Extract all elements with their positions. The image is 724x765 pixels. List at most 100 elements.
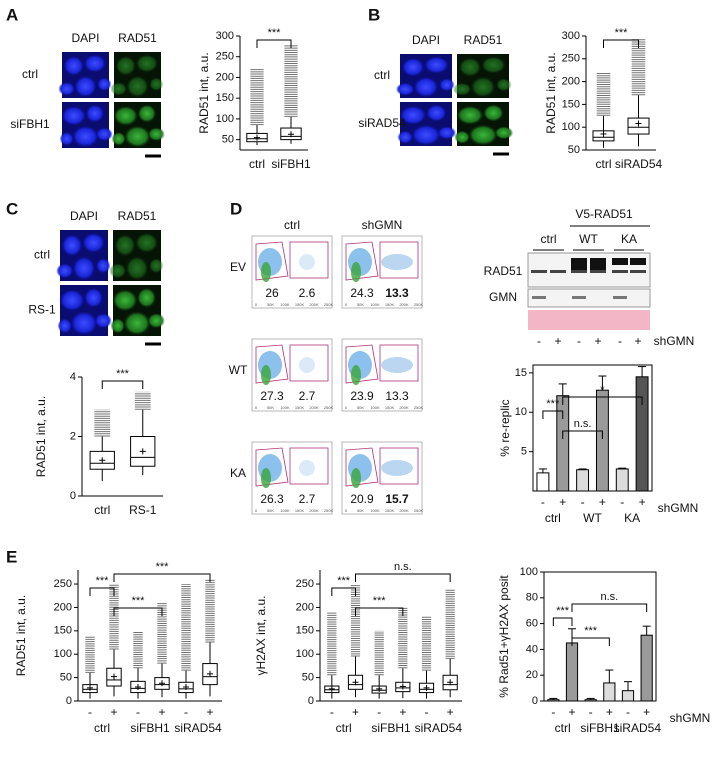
bar [576,469,590,492]
nucleus [72,256,96,281]
rad51-foci [110,318,126,334]
significance-label: *** [546,398,560,410]
y-tick-label: 250 [562,53,580,65]
gate [379,447,419,485]
band [572,296,586,299]
flow-tick: 150K [295,405,305,410]
significance-label: n.s. [600,591,618,603]
y-tick-label: 300 [216,30,234,42]
rad51-foci [137,104,157,123]
nucleus [411,124,441,146]
cell-cloud [351,468,361,488]
gate [255,344,289,384]
y-tick-label: 80 [526,592,538,604]
rad51-foci [123,311,151,336]
flow-percent: 13.3 [385,286,409,300]
y-tick-label: 100 [296,648,314,660]
band [630,270,646,273]
nucleus [423,56,449,74]
rad51-foci [125,256,149,281]
y-axis-label: RAD51 int, a.u. [14,595,28,676]
blot [527,252,651,288]
bar [547,699,560,702]
bar [603,682,616,702]
flow-tick: 200K [399,302,409,307]
significance-label: *** [615,27,629,39]
y-tick-label: 5 [521,446,527,458]
x-tick-label: + [110,705,117,719]
rad51-foci [126,75,149,98]
significance-label: *** [556,605,570,617]
x-tick-label: + [447,705,454,719]
flow-tick: 250K [324,508,334,513]
mean [99,457,106,464]
flow-row-label: WT [229,363,248,377]
channel-label: RAD51 [118,209,157,223]
x-tick-label: + [643,705,650,719]
bar [615,468,629,492]
flow-tick: 50K [357,405,364,410]
x-tick-label: - [541,495,545,509]
significance-label: *** [132,595,146,607]
nucleus [94,313,112,329]
sign: - [537,334,541,348]
group-label: WT [583,511,602,525]
mean [87,684,93,691]
significance-bracket [256,39,292,48]
flow-row-label: EV [230,260,246,274]
rad51-foci [470,76,496,98]
significance-bracket [355,607,404,616]
blot-title: V5-RAD51 [575,207,633,221]
significance-label: *** [156,561,170,573]
cell-cloud [299,357,315,373]
cell-cloud [299,460,315,476]
y-tick-label: 4 [70,371,76,383]
x-tick-label: + [639,495,646,509]
x-tick-label: ctrl [596,157,612,171]
x-tick-label: - [377,705,381,719]
row-label: ctrl [34,248,50,262]
significance-bracket [331,587,356,596]
y-tick-label: 250 [216,51,234,63]
x-tick-label: siRAD54 [615,157,663,171]
cell-cloud [381,254,413,270]
mean [159,680,165,687]
mean [139,448,146,455]
nucleus [63,55,85,76]
y-tick-label: 0 [532,695,538,707]
x-tick-label: - [330,705,334,719]
sign: - [577,334,581,348]
rad51-foci [114,234,136,257]
mean [600,131,607,138]
flow-tick: 250K [324,405,334,410]
significance-bracket [113,607,163,616]
flow-percent: 24.3 [350,286,374,300]
flow-percent: 13.3 [385,389,409,403]
mean [399,683,406,690]
x-tick-label: ctrl [94,503,110,517]
mean [352,679,359,686]
flow-tick: 250K [414,405,424,410]
group-label: ctrl [545,511,561,525]
cell-cloud [299,254,315,270]
significance-bracket [562,430,603,439]
rad51-foci [109,263,127,279]
treatment-label: shGMN [654,334,695,348]
cell-cloud [261,262,271,282]
rad51-foci [149,77,164,92]
significance-bracket [101,380,144,389]
flow-tick: 200K [399,508,409,513]
mean [111,673,117,680]
y-axis-label: RAD51 int, a.u. [34,396,48,477]
rad51-foci [454,130,471,144]
y-tick-label: 0 [70,490,76,502]
significance-label: *** [268,27,282,39]
y-axis-label: RAD51 int, a.u. [544,52,558,133]
significance-label: n.s. [394,561,412,573]
panel-letter: B [368,5,380,24]
nucleus [395,82,415,96]
mean [288,131,294,138]
x-tick-label: + [206,705,213,719]
flow-tick: 0 [345,405,348,410]
bar [565,642,579,702]
